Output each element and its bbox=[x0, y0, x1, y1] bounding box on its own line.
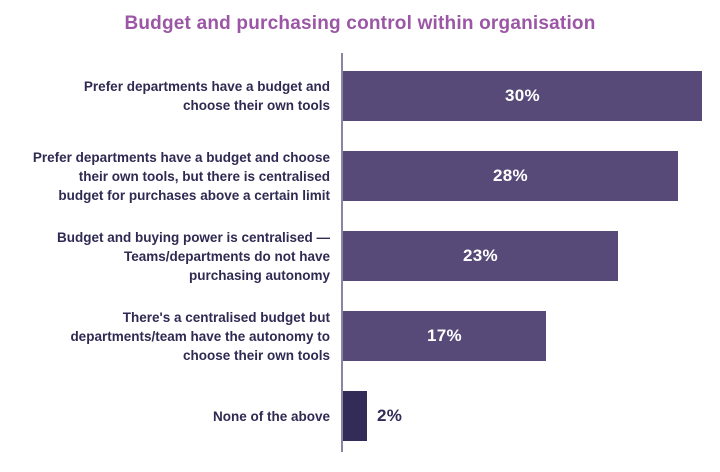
y-axis-line bbox=[341, 53, 343, 452]
category-label: Budget and buying power is centralised —… bbox=[56, 229, 330, 283]
chart-title: Budget and purchasing control within org… bbox=[124, 13, 596, 34]
bar-track: 30% bbox=[343, 56, 720, 136]
category-label: None of the above bbox=[212, 408, 330, 424]
bar-28pct: 28% bbox=[343, 151, 678, 201]
value-label: 2% bbox=[377, 406, 403, 425]
value-label: 30% bbox=[505, 86, 540, 105]
bar-30pct: 30% bbox=[343, 71, 702, 121]
value-label: 23% bbox=[463, 246, 498, 265]
bar-track: 23% bbox=[343, 216, 720, 296]
bar-row: Prefer departments have a budget and cho… bbox=[0, 56, 720, 136]
bar-row: None of the above 2% bbox=[0, 376, 720, 456]
bar-23pct: 23% bbox=[343, 231, 618, 281]
bar-row: Prefer departments have a budget and cho… bbox=[0, 136, 720, 216]
category-label: There's a centralised budget but departm… bbox=[70, 309, 330, 363]
bar-row: There's a centralised budget but departm… bbox=[0, 296, 720, 376]
chart-plot-area: Prefer departments have a budget and cho… bbox=[0, 56, 720, 456]
value-label: 17% bbox=[427, 326, 462, 345]
category-label: Prefer departments have a budget and cho… bbox=[83, 79, 330, 113]
bar-row: Budget and buying power is centralised —… bbox=[0, 216, 720, 296]
bar-track: 2% bbox=[343, 376, 720, 456]
bar-2pct bbox=[343, 391, 367, 441]
value-label: 28% bbox=[493, 166, 528, 185]
bar-17pct: 17% bbox=[343, 311, 546, 361]
bar-track: 17% bbox=[343, 296, 720, 376]
category-label: Prefer departments have a budget and cho… bbox=[32, 149, 330, 203]
bar-track: 28% bbox=[343, 136, 720, 216]
